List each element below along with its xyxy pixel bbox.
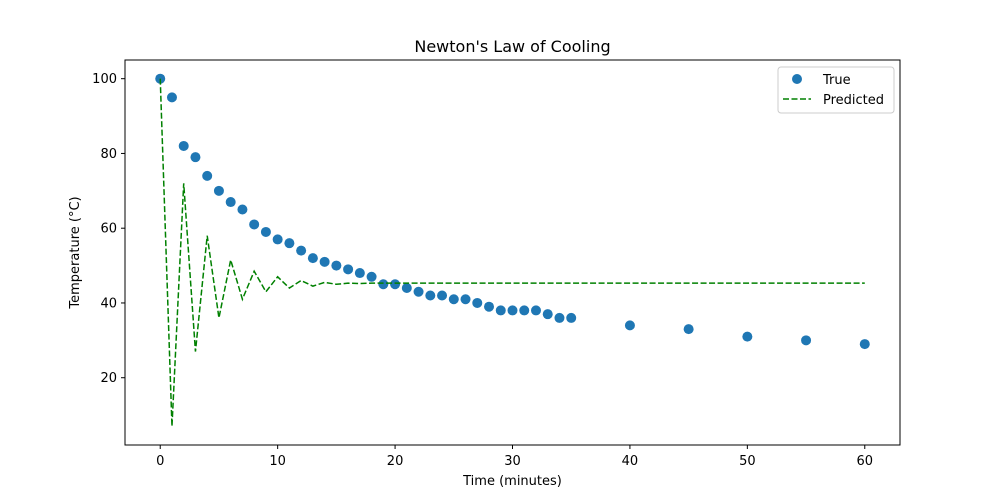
predicted-line	[159, 78, 865, 427]
true-point	[624, 320, 635, 331]
y-tick-label: 60	[100, 222, 117, 237]
true-point	[343, 264, 354, 275]
true-point	[460, 294, 471, 305]
x-tick-label: 0	[156, 454, 164, 469]
y-tick-label: 100	[92, 72, 117, 87]
true-point	[237, 204, 248, 215]
true-point	[401, 283, 412, 294]
true-point	[166, 92, 177, 103]
true-point	[566, 312, 577, 323]
true-point	[319, 256, 330, 267]
true-point	[155, 73, 166, 84]
true-point	[354, 268, 365, 279]
true-point	[472, 297, 483, 308]
true-point	[390, 279, 401, 290]
y-tick-label: 80	[100, 147, 117, 162]
true-point	[331, 260, 342, 271]
true-point	[519, 305, 530, 316]
true-point	[425, 290, 436, 301]
y-tick-label: 40	[100, 296, 117, 311]
x-tick-label: 50	[739, 454, 756, 469]
true-point	[296, 245, 307, 256]
legend-true-marker	[792, 74, 802, 84]
true-point	[284, 238, 295, 249]
true-point	[260, 226, 271, 237]
true-point	[448, 294, 459, 305]
true-point	[378, 279, 389, 290]
true-point	[484, 301, 495, 312]
true-point	[437, 290, 448, 301]
true-point	[213, 185, 224, 196]
true-point	[272, 234, 283, 245]
x-tick-label: 10	[269, 454, 286, 469]
true-point	[683, 324, 694, 335]
true-point	[742, 331, 753, 342]
axes-frame	[124, 59, 901, 446]
true-point	[859, 339, 870, 350]
x-tick-label: 20	[387, 454, 404, 469]
true-point	[190, 152, 201, 163]
true-point	[801, 335, 812, 346]
true-point	[178, 140, 189, 151]
legend-box	[777, 66, 895, 114]
true-point	[542, 309, 553, 320]
y-axis: 20 40 60 80 100	[92, 72, 125, 386]
x-tick-label: 40	[622, 454, 639, 469]
true-point	[507, 305, 518, 316]
true-point	[413, 286, 424, 297]
true-point	[307, 253, 318, 264]
x-tick-label: 60	[856, 454, 873, 469]
legend-true-label: True	[822, 73, 851, 88]
x-axis: 0 10 20 30 40 50 60	[156, 445, 873, 469]
true-point	[225, 197, 236, 208]
true-point	[530, 305, 541, 316]
true-point	[554, 312, 565, 323]
y-tick-label: 20	[100, 371, 117, 386]
legend-predicted-label: Predicted	[823, 93, 884, 108]
true-point	[249, 219, 260, 230]
x-axis-label: Time (minutes)	[462, 474, 562, 489]
plot-area	[155, 73, 870, 427]
y-axis-label: Temperature (°C)	[68, 196, 83, 309]
true-point	[495, 305, 506, 316]
legend: True Predicted	[777, 66, 895, 114]
true-point	[366, 271, 377, 282]
x-tick-label: 30	[504, 454, 521, 469]
true-point	[202, 170, 213, 181]
chart-title: Newton's Law of Cooling	[414, 37, 610, 56]
